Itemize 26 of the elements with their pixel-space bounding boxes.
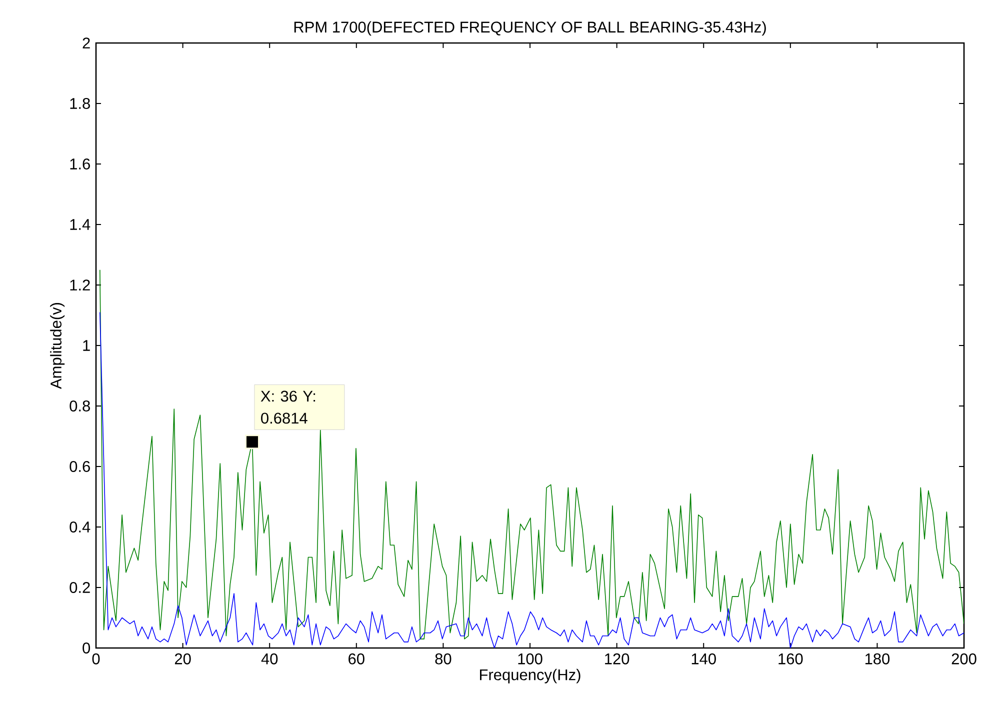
x-tick-label: 20 bbox=[174, 653, 191, 664]
x-tick-label: 80 bbox=[435, 653, 452, 664]
x-tick-label: 160 bbox=[778, 653, 803, 664]
y-tick-label: 1 bbox=[83, 340, 90, 351]
y-tick-label: 0 bbox=[82, 642, 90, 654]
x-tick-label: 200 bbox=[952, 653, 976, 664]
y-tick-label: 1.4 bbox=[70, 219, 90, 230]
y-tick-label: 1.8 bbox=[70, 98, 90, 109]
y-tick-label: 0.8 bbox=[70, 400, 90, 412]
y-tick-label: 1.2 bbox=[70, 280, 90, 290]
x-tick-label: 0 bbox=[92, 653, 100, 664]
y-tick-label: 0.2 bbox=[70, 582, 90, 593]
x-tick-label: 180 bbox=[865, 653, 890, 664]
y-tick-label: 0.4 bbox=[70, 522, 90, 532]
x-tick-label: 40 bbox=[261, 653, 278, 664]
x-tick-label: 120 bbox=[605, 653, 630, 664]
x-tick-label: 60 bbox=[348, 653, 364, 664]
x-tick-label: 140 bbox=[692, 653, 716, 664]
y-tick-label: 2 bbox=[82, 38, 90, 48]
annotation: X: 36 Y: 0.6814 bbox=[260, 390, 316, 424]
y-tick-label: 0.6 bbox=[70, 461, 90, 472]
y-tick-label: 1.6 bbox=[70, 158, 90, 170]
chart-title: RPM 1700(DEFECTED FREQUENCY OF BALL BEARING-35.43Hz) bbox=[294, 21, 766, 36]
x-tick-label: 100 bbox=[518, 653, 542, 664]
x-axis-title: Frequency(Hz) bbox=[480, 668, 580, 684]
y-axis-title: Amplitude(v) bbox=[50, 302, 65, 389]
